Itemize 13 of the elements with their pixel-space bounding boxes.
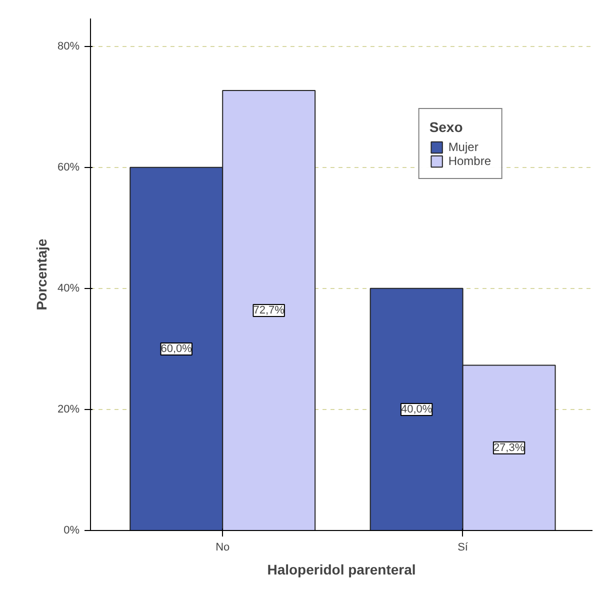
x-axis-title: Haloperidol parenteral — [267, 562, 416, 578]
y-tick-label: 60% — [57, 161, 80, 174]
y-tick-label: 20% — [57, 403, 80, 416]
x-tick-label: Sí — [458, 542, 469, 554]
data-label: 27,3% — [493, 442, 525, 454]
legend-title: Sexo — [429, 119, 464, 135]
y-tick-label: 80% — [57, 40, 80, 52]
y-tick-label: 0% — [64, 524, 80, 536]
x-tick-label: No — [216, 542, 230, 554]
legend-label: Mujer — [448, 140, 478, 154]
legend-label: Hombre — [448, 154, 491, 168]
y-tick-label: 40% — [57, 282, 80, 294]
y-axis-title: Porcentaje — [33, 238, 50, 310]
